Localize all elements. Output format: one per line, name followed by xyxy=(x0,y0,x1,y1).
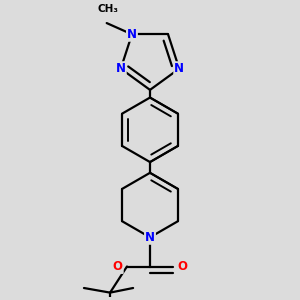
Text: N: N xyxy=(116,62,126,75)
Text: CH₃: CH₃ xyxy=(98,4,119,14)
Text: N: N xyxy=(145,231,155,244)
Text: O: O xyxy=(113,260,123,273)
Text: N: N xyxy=(174,62,184,75)
Text: N: N xyxy=(127,28,137,41)
Text: O: O xyxy=(177,260,187,273)
